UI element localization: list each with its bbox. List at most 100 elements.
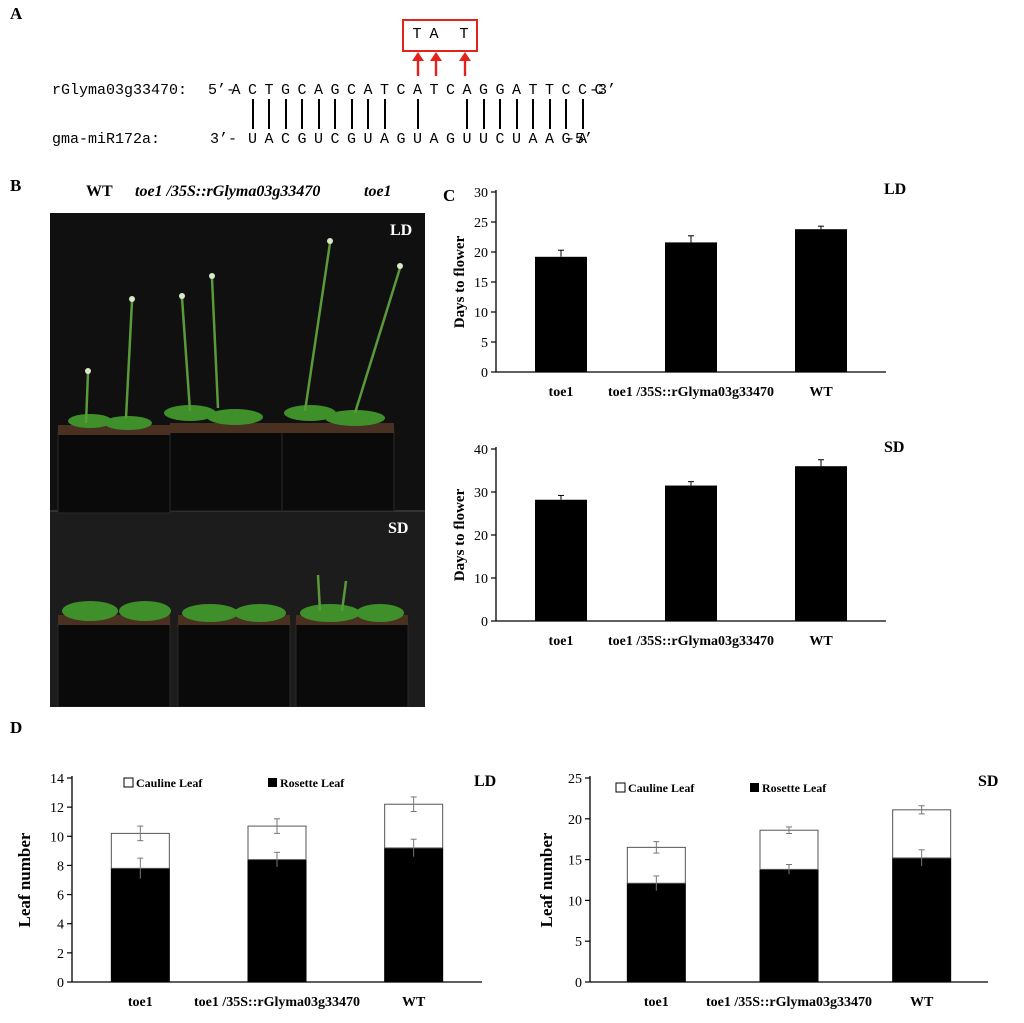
mirna-base: G — [297, 131, 307, 148]
pairing-bar — [416, 99, 419, 129]
photo-label-transgenic: toe1 /35S::rGlyma03g33470 — [135, 183, 321, 200]
chart-days-to-flower-ld: LD Days to flower 0 5 10 15 20 25 30 toe1 toe1 /35… — [452, 181, 906, 400]
sd-stems — [316, 574, 348, 612]
legend-swatch-cauline — [123, 777, 134, 788]
target-base: T — [264, 82, 274, 99]
target-base: T — [379, 82, 389, 99]
mirna-base: A — [577, 131, 587, 148]
panel-letter-a: A — [10, 4, 23, 23]
legend-swatch-rosette — [268, 778, 277, 787]
target-base: C — [346, 82, 356, 99]
x-tick-label: toe1 /35S::rGlyma03g33470 — [194, 995, 360, 1010]
mirna-base: C — [280, 131, 290, 148]
mirna-base: A — [379, 131, 389, 148]
pairing-bars — [226, 99, 606, 129]
mirna-base: U — [462, 131, 472, 148]
target-base: A — [511, 82, 521, 99]
target-base: A — [231, 82, 241, 99]
x-tick-label: WT — [910, 995, 934, 1010]
y-tick-label: 14 — [50, 772, 64, 787]
panel-letter-b: B — [10, 176, 22, 195]
mirna-base: C — [495, 131, 505, 148]
bar-rosette — [626, 882, 686, 983]
bar-cauline — [759, 829, 819, 870]
legend-swatch-cauline — [615, 782, 626, 793]
y-tick-label: 8 — [57, 859, 64, 874]
x-tick-label: toe1 — [549, 385, 574, 400]
y-axis-label: Days to flower — [452, 235, 468, 328]
panel-letter-d: D — [10, 718, 23, 737]
y-tick-label: 0 — [481, 366, 488, 381]
y-tick-label: 0 — [481, 615, 488, 630]
x-tick-label: toe1 — [549, 634, 574, 649]
plant-photo-illustration: LD SD — [50, 213, 425, 707]
plant-photo: LD SD — [50, 213, 425, 707]
photo-label-wt: WT — [86, 183, 113, 200]
bar-rosette — [110, 867, 170, 983]
pairing-bar — [268, 99, 270, 129]
legend-label-rosette: Rosette Leaf — [280, 776, 345, 790]
target-base: A — [412, 82, 422, 99]
y-tick-label: 20 — [474, 246, 488, 261]
chart-title: LD — [474, 773, 496, 790]
y-tick-label: 10 — [50, 830, 64, 845]
pairing-bar — [548, 99, 551, 129]
target-base: T — [429, 82, 439, 99]
mirna-base: G — [346, 131, 356, 148]
y-tick-label: 10 — [474, 306, 488, 321]
target-base: C — [577, 82, 587, 99]
bar-rosette — [892, 857, 952, 983]
y-tick-label: 20 — [474, 529, 488, 544]
pairing-bar — [350, 99, 353, 129]
target-prefix: 5’- — [208, 82, 236, 99]
y-tick-label: 5 — [481, 336, 488, 351]
y-tick-label: 0 — [575, 976, 582, 991]
pairing-bar — [581, 99, 584, 129]
mutation-base: T — [412, 26, 422, 43]
mutation-base: T — [459, 26, 469, 43]
pairing-bar — [532, 99, 534, 129]
y-tick-label: 5 — [575, 935, 582, 950]
bar — [795, 466, 847, 621]
target-base: C — [445, 82, 455, 99]
target-base: C — [561, 82, 571, 99]
mirna-base: A — [264, 131, 274, 148]
target-base: C — [297, 82, 307, 99]
ld-pots — [57, 423, 395, 514]
bar — [795, 229, 847, 372]
sd-rosettes — [62, 601, 404, 622]
chart-title: SD — [884, 439, 904, 456]
pairing-bar — [383, 99, 386, 129]
mirna-base: G — [445, 131, 455, 148]
x-tick-label: toe1 — [644, 995, 669, 1010]
chart-title: LD — [884, 181, 906, 198]
ld-flowers — [85, 238, 403, 374]
y-tick-label: 12 — [50, 801, 64, 816]
pairing-bar — [515, 99, 518, 129]
legend-label-cauline: Cauline Leaf — [136, 776, 203, 790]
mirna-base: G — [396, 131, 406, 148]
sd-pots — [57, 615, 409, 707]
arrow-up-icon — [430, 52, 442, 61]
y-axis-label: Days to flower — [452, 488, 468, 581]
arrow-up-icon — [459, 52, 471, 61]
mirna-base: A — [528, 131, 538, 148]
ld-rosettes — [68, 405, 385, 430]
photo-tag-ld: LD — [390, 222, 412, 239]
pairing-bar — [334, 99, 336, 129]
bar-rosette — [247, 859, 307, 983]
chart-title: SD — [978, 773, 998, 790]
pairing-bar — [466, 99, 468, 129]
mirna-base: C — [330, 131, 340, 148]
mirna-prefix: 3’- — [210, 131, 238, 148]
mutation-box — [402, 19, 478, 52]
y-tick-label: 0 — [57, 976, 64, 991]
panel-letter-c: C — [443, 186, 456, 205]
target-base: A — [462, 82, 472, 99]
bar — [665, 485, 717, 621]
photo-label-toe1: toe1 — [364, 183, 392, 200]
